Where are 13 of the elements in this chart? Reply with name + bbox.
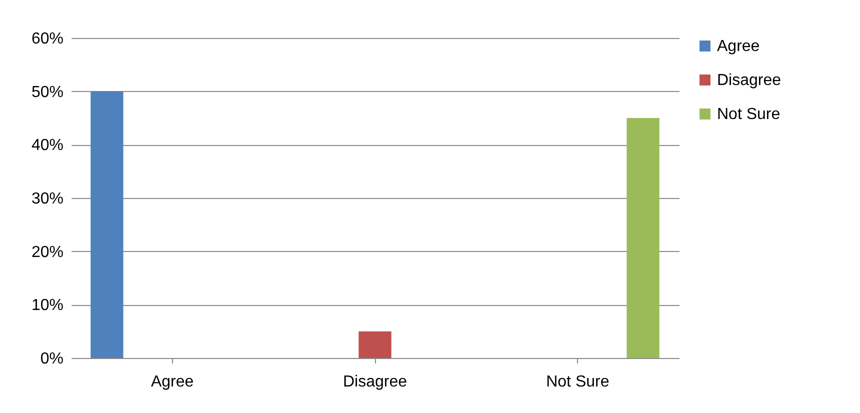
x-tick-label: Agree	[150, 374, 194, 390]
y-tick-label: 10%	[31, 297, 64, 314]
x-tick-label: Disagree	[342, 374, 408, 390]
legend-label: Agree	[717, 38, 760, 55]
y-tick-label: 40%	[31, 137, 64, 154]
legend-label: Not Sure	[717, 106, 780, 123]
y-tick-label: 30%	[31, 190, 64, 208]
y-tick-label: 0%	[40, 350, 64, 368]
y-tick-label: 60%	[31, 30, 64, 48]
y-tick-label: 20%	[31, 244, 64, 261]
y-tick-label: 50%	[31, 84, 64, 101]
x-tick-label: Not Sure	[546, 374, 610, 390]
legend-label: Disagree	[717, 72, 782, 89]
